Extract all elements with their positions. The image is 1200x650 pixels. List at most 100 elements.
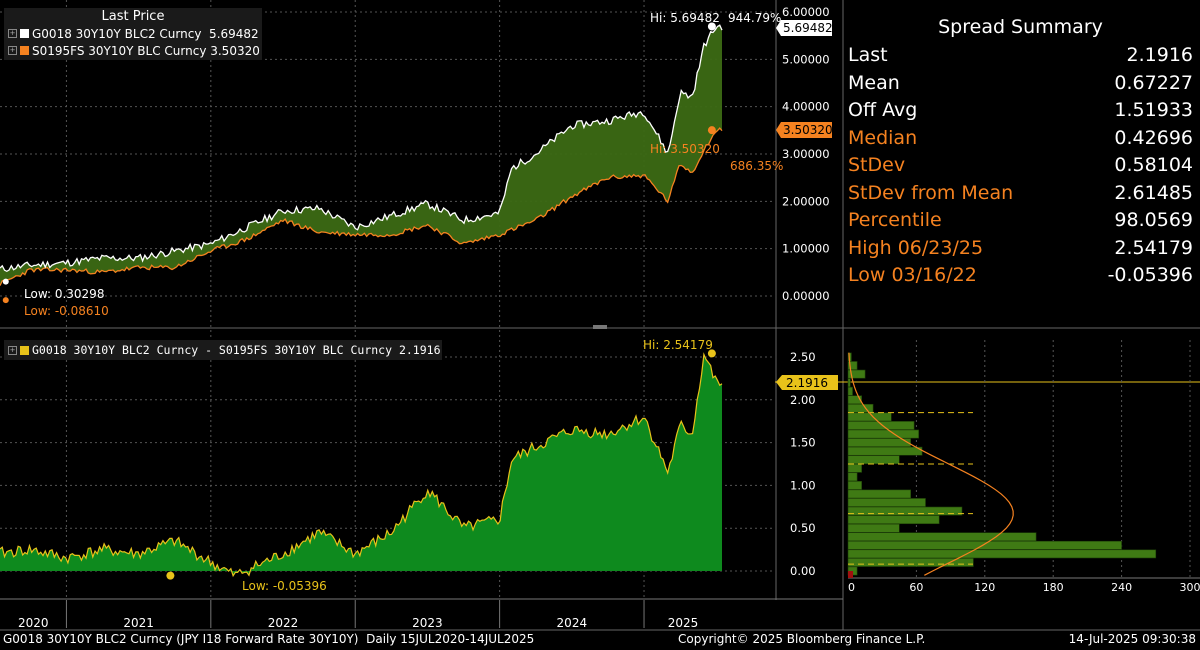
white-swatch-icon [20,29,29,38]
y-tick-label: 5.00000 [782,52,830,66]
top-legend-item-orange[interactable]: + S0195FS 30Y10Y BLC Curncy 3.50320 [4,42,262,59]
histogram-bar [847,463,862,473]
hist-tick-label: 120 [974,581,995,594]
last-tag-white [776,20,832,36]
histogram-bar [847,455,900,465]
high-marker-spread [707,349,716,358]
expand-icon[interactable]: + [8,29,17,38]
normal-curve [848,352,1014,576]
low-label-orange: Low: -0.08610 [24,304,109,318]
summary-row-value: 98.0569 [1114,209,1193,231]
summary-row-label: Median [848,126,918,149]
yellow-swatch-icon [20,345,29,355]
orange-swatch-icon [20,46,29,55]
summary-row-value: -0.05396 [1107,264,1193,286]
summary-row: High 06/23/25 2.54179 [848,235,1193,263]
summary-row-value: 0.67227 [1114,71,1193,94]
summary-row-value: 1.51933 [1114,99,1193,121]
spread-summary-panel: Spread Summary Last 2.1916 Mean 0.67227 Off … [848,12,1193,290]
summary-row-label: Mean [848,71,900,94]
summary-row-label: StDev from Mean [848,181,1014,204]
y-tick-label: 0.00 [790,564,816,578]
x-tick-label: 2020 [18,616,49,630]
histogram-bar-negative [848,571,853,578]
footer-left: G0018 30Y10Y BLC2 Curncy (JPY I18 Forwar… [3,632,535,646]
hist-tick-label: 60 [909,581,923,594]
spread-area [0,354,722,576]
histogram-bar [847,446,923,456]
x-tick-label: 2021 [123,616,154,630]
low-label-spread: Low: -0.05396 [242,579,327,593]
resize-handle-icon [593,325,607,329]
histogram-bar [847,386,853,396]
summary-row: Off Avg 1.51933 [848,97,1193,125]
footer-center: Copyright© 2025 Bloomberg Finance L.P. [678,632,926,646]
y-tick-label: 1.00 [790,478,816,492]
footer-right: 14-Jul-2025 09:30:38 [1068,632,1196,646]
hist-tick-label: 180 [1043,581,1064,594]
histogram-bar [847,506,963,516]
summary-row-label: Low 03/16/22 [848,264,977,286]
top-legend-item-white[interactable]: + G0018 30Y10Y BLC2 Curncy 5.69482 [4,25,262,42]
y-tick-label: 4.00000 [782,100,830,114]
high-marker-white [707,22,716,31]
low-marker-spread [166,571,175,580]
summary-row-value: 2.54179 [1114,236,1193,259]
histogram-bar [847,369,866,379]
histogram-bar [847,378,851,388]
summary-row-label: Last [848,44,888,66]
low-marker-orange [2,297,9,304]
summary-row-value: 0.42696 [1114,126,1193,149]
spread-summary-rows: Last 2.1916 Mean 0.67227 Off Avg 1.51933 Media… [848,42,1193,290]
summary-row: Last 2.1916 [848,42,1193,70]
histogram-bar [847,438,912,447]
top-legend-label-white: G0018 30Y10Y BLC2 Curncy 5.69482 [32,26,259,41]
summary-row-label: Percentile [848,209,942,231]
histogram-bar [847,429,919,439]
bottom-legend: + G0018 30Y10Y BLC2 Curncy - S0195FS 30Y… [4,340,442,360]
histogram-bar [847,549,1157,559]
x-tick-label: 2024 [557,616,588,630]
expand-icon[interactable]: + [8,345,17,355]
summary-row-label: High 06/23/25 [848,236,984,259]
histogram-bar [847,421,915,430]
histogram-bar [847,540,1122,550]
summary-row: Median 0.42696 [848,125,1193,153]
histogram-bar [847,515,940,525]
y-tick-label: 3.00000 [782,147,830,161]
hist-tick-label: 300 [1180,581,1200,594]
histogram-bar [847,523,900,533]
y-tick-label: 2.00 [790,393,816,407]
expand-icon[interactable]: + [8,46,17,55]
spread-fill-area [0,25,722,286]
high-marker-orange [707,126,716,135]
hist-tick-label: 240 [1111,581,1132,594]
summary-row-label: Off Avg [848,99,918,121]
top-legend-label-orange: S0195FS 30Y10Y BLC Curncy 3.50320 [32,43,260,58]
histogram-bar [847,489,912,499]
last-tag-orange [776,122,832,138]
histogram-bar [847,395,862,405]
spread-summary-title: Spread Summary [938,16,1103,38]
y-tick-label: 1.50 [790,436,816,450]
hist-tick-label: 0 [848,581,855,594]
summary-row-value: 2.1916 [1126,44,1193,66]
hi-pct-white: 944.79% [728,11,781,25]
x-tick-label: 2023 [412,616,443,630]
y-tick-label: 2.50 [790,350,816,364]
top-legend-header: Last Price [101,9,165,24]
histogram-bar [847,498,926,507]
histogram-bar [847,532,1037,542]
summary-row: Percentile 98.0569 [848,207,1193,235]
summary-row: StDev 0.58104 [848,152,1193,180]
summary-row-label: StDev [848,154,906,176]
histogram-bar [847,472,858,482]
histogram-bar [847,403,874,413]
hi-label-orange: Hi: 3.50320 [650,142,720,156]
histogram-bar [847,361,858,370]
y-tick-label: 1.00000 [782,242,830,256]
x-tick-label: 2022 [268,616,299,630]
histogram-bar [847,558,974,567]
hi-label-spread: Hi: 2.54179 [643,338,713,352]
